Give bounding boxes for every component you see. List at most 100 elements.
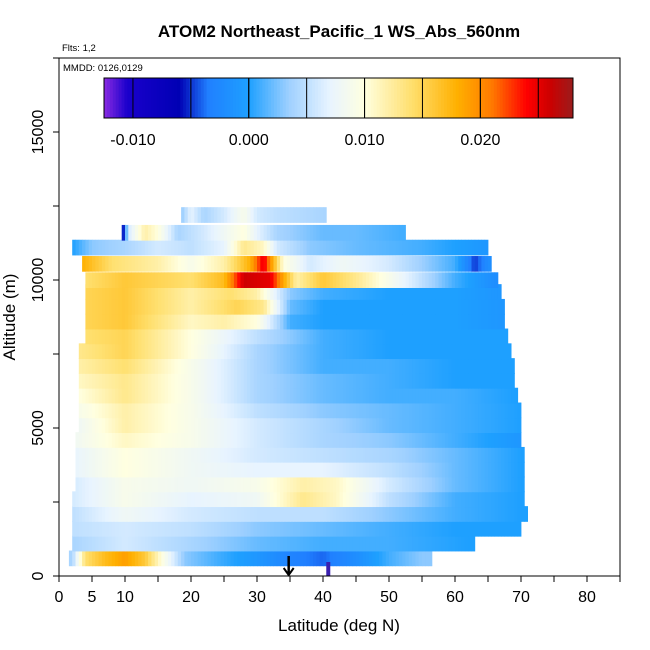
heatmap-cell (217, 402, 222, 419)
heatmap-cell (98, 298, 103, 315)
heatmap-cell (92, 358, 96, 374)
heatmap-cell (115, 272, 119, 288)
heatmap-cell (68, 550, 73, 567)
heatmap-cell (319, 491, 324, 508)
heatmap-cell (507, 432, 512, 448)
heatmap-cell (98, 491, 103, 508)
heatmap-cell (171, 358, 175, 374)
heatmap-cell (332, 358, 337, 374)
heatmap-cell (250, 284, 255, 300)
heatmap-cell (138, 520, 142, 537)
heatmap-cell (418, 446, 423, 463)
heatmap-cell (138, 358, 142, 374)
heatmap-cell (428, 446, 433, 463)
heatmap-cell (177, 550, 182, 567)
heatmap-cell (323, 535, 327, 552)
heatmap-cell (438, 256, 443, 272)
heatmap-cell (359, 506, 363, 522)
heatmap-cell (382, 328, 387, 345)
colorbar-swatch (446, 78, 451, 118)
heatmap-cell (494, 372, 499, 389)
heatmap-cell (458, 328, 462, 345)
heatmap-cell (118, 535, 123, 552)
heatmap-row (78, 402, 522, 419)
heatmap-cell (88, 313, 93, 330)
heatmap-cell (257, 256, 261, 272)
heatmap-cell (95, 506, 99, 522)
heatmap-cell (177, 491, 182, 508)
heatmap-cell (151, 402, 156, 419)
heatmap-cell (323, 461, 327, 478)
heatmap-cell (491, 298, 495, 315)
heatmap-cell (299, 535, 304, 552)
heatmap-cell (167, 224, 172, 241)
heatmap-cell (425, 402, 429, 419)
heatmap-cell (204, 550, 208, 567)
heatmap-cell (263, 432, 268, 448)
heatmap-cell (101, 506, 106, 522)
heatmap-cell (227, 328, 231, 345)
heatmap-cell (464, 313, 469, 330)
heatmap-cell (455, 387, 459, 404)
heatmap-cell (131, 372, 136, 389)
heatmap-cell (415, 506, 420, 522)
heatmap-cell (108, 520, 113, 537)
heatmap-cell (484, 328, 489, 345)
heatmap-cell (141, 358, 146, 374)
heatmap-cell (418, 461, 423, 478)
heatmap-cell (174, 343, 179, 360)
heatmap-cell (191, 461, 195, 478)
heatmap-cell (313, 506, 317, 522)
heatmap-cell (194, 372, 198, 389)
heatmap-cell (187, 313, 192, 330)
heatmap-cell (342, 446, 347, 463)
heatmap-cell (158, 461, 162, 478)
heatmap-cell (207, 298, 212, 315)
heatmap-cell (438, 461, 443, 478)
heatmap-cell (422, 256, 426, 272)
heatmap-cell (171, 272, 175, 288)
heatmap-cell (191, 284, 195, 300)
heatmap-cell (445, 358, 449, 374)
heatmap-cell (257, 417, 261, 434)
heatmap-cell (342, 476, 347, 493)
heatmap-cell (389, 272, 393, 288)
heatmap-cell (253, 535, 258, 552)
heatmap-cell (303, 272, 307, 288)
heatmap-cell (161, 224, 165, 241)
heatmap-row (85, 284, 502, 300)
heatmap-cell (402, 358, 406, 374)
heatmap-cell (115, 432, 119, 448)
heatmap-cell (260, 387, 264, 404)
heatmap-cell (319, 239, 324, 256)
heatmap-cell (237, 298, 241, 315)
heatmap-cell (464, 272, 469, 288)
colorbar-swatch (361, 78, 366, 118)
heatmap-cell (332, 256, 337, 272)
chart-title: ATOM2 Northeast_Pacific_1 WS_Abs_560nm (158, 22, 520, 41)
heatmap-cell (299, 417, 304, 434)
heatmap-cell (164, 417, 169, 434)
heatmap-cell (385, 313, 390, 330)
heatmap-cell (382, 417, 387, 434)
colorbar-swatch (285, 78, 290, 118)
colorbar-swatch (300, 78, 304, 118)
heatmap-cell (247, 491, 251, 508)
heatmap-cell (105, 343, 109, 360)
heatmap-cell (319, 328, 324, 345)
heatmap-cell (501, 417, 505, 434)
heatmap-cell (270, 535, 274, 552)
heatmap-cell (445, 506, 449, 522)
heatmap-cell (395, 387, 400, 404)
colorbar-swatch (397, 78, 401, 118)
heatmap-cell (389, 256, 393, 272)
heatmap-cell (408, 550, 413, 567)
heatmap-cell (362, 520, 367, 537)
heatmap-cell (224, 432, 228, 448)
heatmap-cell (323, 372, 327, 389)
heatmap-cell (336, 432, 340, 448)
heatmap-cell (128, 550, 132, 567)
heatmap-cell (227, 239, 231, 256)
heatmap-cell (438, 506, 443, 522)
colorbar-swatch (329, 78, 334, 118)
